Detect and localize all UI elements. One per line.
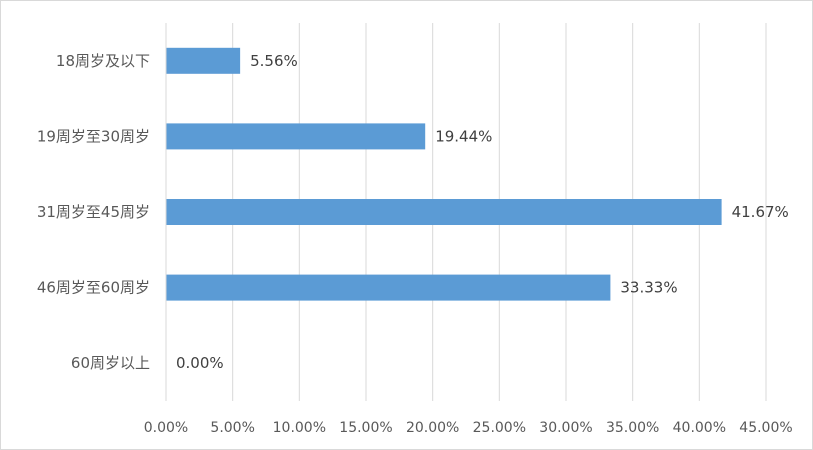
x-tick-label: 0.00% bbox=[144, 420, 188, 436]
bar bbox=[166, 47, 241, 74]
axes: 0.00% 5.00% 10.00% 15.00% 20.00% 25.00% 30.00%… bbox=[144, 23, 793, 436]
x-tick-label: 40.00% bbox=[673, 420, 726, 436]
x-tick-label: 10.00% bbox=[273, 420, 326, 436]
category-label: 60周岁以上 bbox=[71, 354, 150, 372]
data-label: 0.00% bbox=[176, 354, 224, 372]
labels: 18周岁及以下 5.56% 19周岁至30周岁 19.44% 31周岁至45周岁 41.6… bbox=[37, 52, 789, 372]
x-tick-label: 45.00% bbox=[739, 420, 792, 436]
bar bbox=[166, 199, 722, 225]
data-label: 5.56% bbox=[250, 52, 298, 70]
x-tick-label: 25.00% bbox=[473, 420, 526, 436]
category-label: 31周岁至45周岁 bbox=[37, 203, 150, 221]
x-tick-label: 5.00% bbox=[210, 420, 254, 436]
bars bbox=[166, 47, 722, 301]
category-label: 18周岁及以下 bbox=[56, 52, 150, 70]
x-tick-label: 30.00% bbox=[539, 420, 592, 436]
data-label: 19.44% bbox=[435, 127, 492, 145]
data-label: 33.33% bbox=[620, 279, 677, 297]
category-label: 46周岁至60周岁 bbox=[37, 279, 150, 297]
bar bbox=[166, 123, 426, 150]
x-tick-label: 20.00% bbox=[406, 420, 459, 436]
x-tick-label: 15.00% bbox=[339, 420, 392, 436]
bar bbox=[166, 274, 611, 301]
x-tick-label: 35.00% bbox=[606, 420, 659, 436]
data-label: 41.67% bbox=[732, 203, 789, 221]
category-label: 19周岁至30周岁 bbox=[37, 127, 150, 145]
